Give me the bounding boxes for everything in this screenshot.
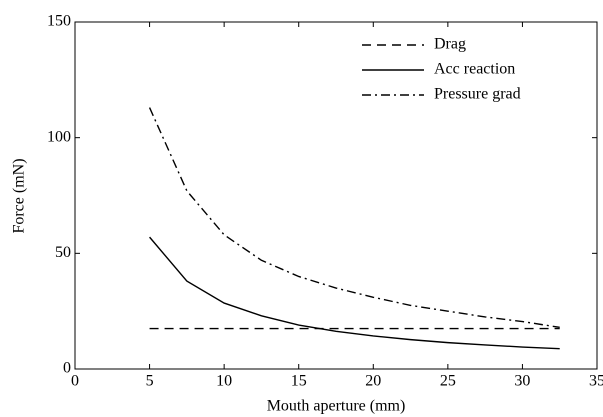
y-axis-label: Force (mN) <box>11 158 28 233</box>
x-tick-label: 5 <box>146 373 154 390</box>
x-tick-label: 0 <box>71 373 79 390</box>
x-tick-label: 20 <box>365 373 381 390</box>
line-series <box>148 107 560 329</box>
legend-label: Acc reaction <box>434 61 515 78</box>
x-tick-label: 10 <box>216 373 232 390</box>
x-tick-label: 15 <box>291 373 307 390</box>
legend-label: Pressure grad <box>434 86 521 103</box>
x-tick-label: 30 <box>514 373 530 390</box>
x-axis-label: Mouth aperture (mm) <box>267 398 406 415</box>
y-tick-label: 50 <box>55 244 71 261</box>
legend-label: Drag <box>434 36 466 53</box>
y-tick-label: 150 <box>47 13 71 30</box>
line-series <box>149 236 560 350</box>
x-tick-label: 25 <box>440 373 456 390</box>
y-tick-label: 0 <box>63 360 71 377</box>
plot-frame <box>74 21 598 370</box>
x-tick-label: 35 <box>589 373 603 390</box>
y-tick-label: 100 <box>47 128 71 145</box>
